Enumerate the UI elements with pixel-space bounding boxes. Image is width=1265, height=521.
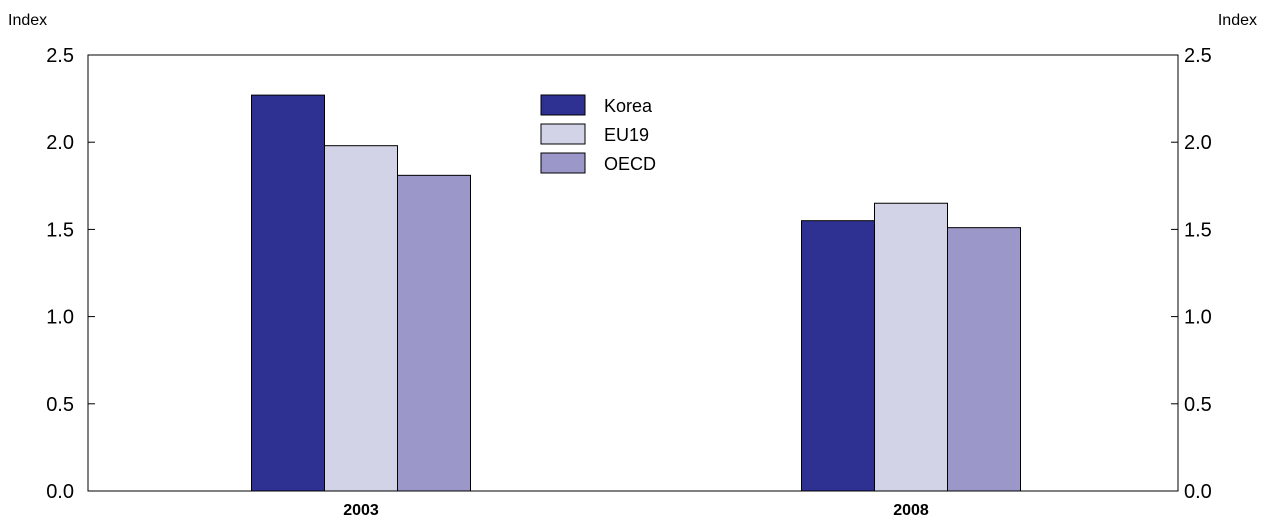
y-tick-label-left: 0.0 (46, 481, 74, 503)
y-tick-label-right: 2.0 (1184, 132, 1212, 154)
legend-swatch-oecd (540, 152, 586, 174)
y-tick-label-left: 2.5 (46, 45, 74, 67)
x-category-label: 2003 (343, 502, 379, 519)
x-category-label: 2008 (893, 502, 929, 519)
bar-oecd-2003 (397, 174, 471, 492)
legend-swatch-korea (540, 94, 586, 116)
category-labels: 2003 2008 (343, 502, 929, 519)
bar-eu19-2008 (874, 202, 948, 492)
legend-swatch-eu19 (540, 123, 586, 145)
legend: Korea EU19 OECD (540, 94, 656, 174)
y-tick-label-left: 1.0 (46, 307, 74, 329)
bars (251, 94, 1021, 492)
y-tick-label-right: 1.5 (1184, 219, 1212, 241)
y-tick-label-right: 1.0 (1184, 307, 1212, 329)
y-axis-ticks: 0.0 0.0 0.5 0.5 1.0 1.0 1.5 1.5 2.0 2.0 2.5 2.5 (46, 45, 1212, 503)
y-tick-label-right: 0.0 (1184, 481, 1212, 503)
bar-korea-2008 (801, 220, 875, 492)
y-axis-title-right: Index (1218, 12, 1257, 29)
bar-eu19-2003 (324, 145, 398, 492)
y-tick-label-right: 2.5 (1184, 45, 1212, 67)
bar-korea-2003 (251, 94, 325, 492)
y-tick-label-left: 1.5 (46, 219, 74, 241)
legend-label-eu19: EU19 (604, 125, 649, 145)
y-tick-label-right: 0.5 (1184, 394, 1212, 416)
legend-label-oecd: OECD (604, 154, 656, 174)
plot-frame (87, 54, 1179, 492)
y-tick-label-left: 2.0 (46, 132, 74, 154)
y-tick-label-left: 0.5 (46, 394, 74, 416)
y-axis-title-left: Index (8, 12, 47, 29)
bar-oecd-2008 (947, 227, 1021, 492)
legend-label-korea: Korea (604, 96, 653, 116)
